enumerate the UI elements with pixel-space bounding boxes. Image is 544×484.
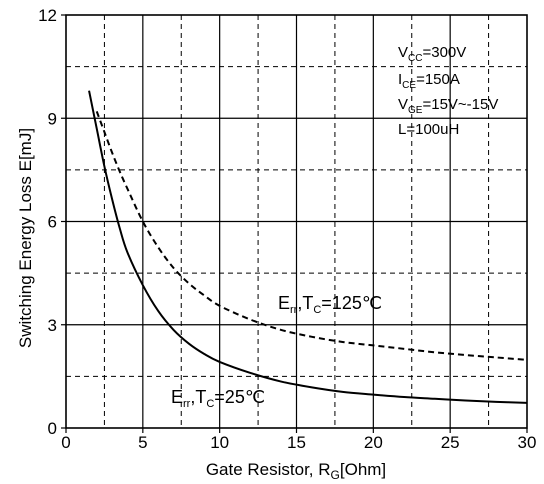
condition-l: L=100uH bbox=[398, 121, 459, 138]
y-tick-label: 3 bbox=[48, 316, 57, 335]
condition-ice-value: =150A bbox=[416, 71, 460, 88]
series-lines bbox=[88, 90, 528, 404]
condition-vge-main: V bbox=[398, 96, 408, 113]
x-axis-title-unit: [Ohm] bbox=[340, 460, 386, 479]
grid-lines bbox=[66, 15, 527, 428]
x-tick-label: 0 bbox=[61, 433, 70, 452]
condition-vcc-value: =300V bbox=[422, 44, 466, 61]
y-axis-title: Switching Energy Loss E[mJ] bbox=[16, 128, 35, 348]
x-tick-label: 25 bbox=[441, 433, 460, 452]
x-tick-label: 20 bbox=[364, 433, 383, 452]
x-tick-label: 30 bbox=[518, 433, 537, 452]
condition-vcc: VCC=300V bbox=[398, 44, 466, 64]
annotation-125c-sub2: C bbox=[313, 304, 321, 316]
series-line-125c bbox=[95, 111, 528, 361]
annotation-25c-sub2: C bbox=[206, 398, 214, 410]
annotation-25c-tail: =25℃ bbox=[214, 387, 265, 407]
x-tick-label: 10 bbox=[210, 433, 229, 452]
x-axis-title: Gate Resistor, RG[Ohm] bbox=[206, 460, 386, 482]
x-axis-title-sub: G bbox=[331, 468, 340, 482]
axes-frame bbox=[61, 14, 528, 433]
annotation-125c-mid: ,T bbox=[297, 293, 313, 313]
condition-vge: VGE=15V~-15V bbox=[398, 96, 498, 116]
y-tick-label: 9 bbox=[48, 109, 57, 128]
annotation-125c-main: E bbox=[278, 293, 290, 313]
tick-labels: 0 5 10 15 20 25 30 0 3 6 9 12 bbox=[38, 6, 536, 452]
condition-vcc-sub: CC bbox=[408, 53, 422, 64]
condition-ice: ICE=150A bbox=[398, 71, 460, 91]
annotation-125c-tail: =125℃ bbox=[321, 293, 382, 313]
annotation-25c-main: E bbox=[171, 387, 183, 407]
x-tick-label: 5 bbox=[138, 433, 147, 452]
condition-vge-value: =15V~-15V bbox=[422, 96, 498, 113]
y-tick-label: 6 bbox=[48, 213, 57, 232]
annotation-25c-sub1: rr bbox=[183, 398, 191, 410]
annotation-25c-mid: ,T bbox=[190, 387, 206, 407]
y-tick-label: 0 bbox=[48, 419, 57, 438]
condition-vcc-main: V bbox=[398, 44, 408, 61]
x-tick-label: 15 bbox=[287, 433, 306, 452]
condition-l-main: L=100uH bbox=[398, 121, 459, 138]
series-line-25c bbox=[88, 90, 528, 404]
condition-vge-sub: GE bbox=[408, 105, 423, 116]
x-axis-title-main: Gate Resistor, R bbox=[206, 460, 331, 479]
annotation-125c-sub1: rr bbox=[290, 304, 298, 316]
y-tick-label: 12 bbox=[38, 6, 57, 25]
annotation-125c: Err,TC=125℃ bbox=[278, 293, 382, 316]
annotation-25c: Err,TC=25℃ bbox=[171, 387, 265, 410]
condition-ice-sub: CE bbox=[402, 80, 416, 91]
test-conditions: VCC=300V ICE=150A VGE=15V~-15V L=100uH bbox=[398, 44, 498, 138]
condition-ice-main: I bbox=[398, 71, 402, 88]
